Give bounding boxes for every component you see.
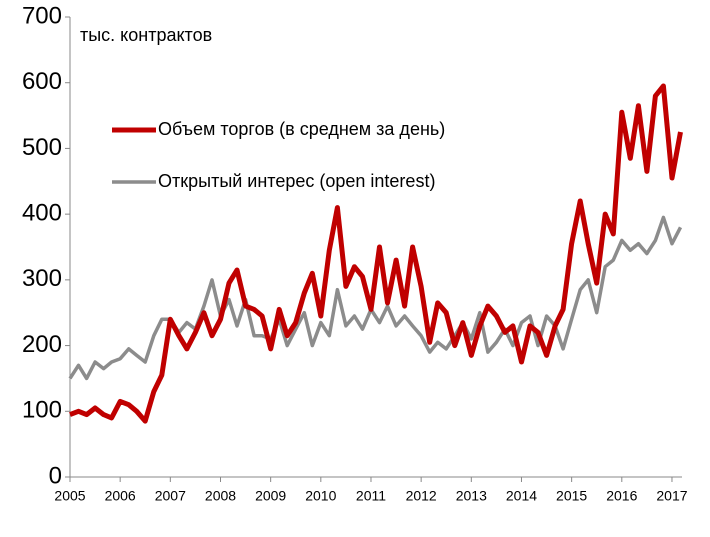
x-tick-label: 2013	[456, 488, 487, 504]
x-tick-label: 2009	[255, 488, 286, 504]
x-tick-label: 2016	[606, 488, 637, 504]
x-tick-label: 2007	[155, 488, 186, 504]
y-tick-label: 0	[49, 462, 62, 489]
x-tick-label: 2012	[406, 488, 437, 504]
y-tick-label: 200	[22, 331, 62, 358]
x-tick-label: 2015	[556, 488, 587, 504]
y-tick-label: 300	[22, 265, 62, 292]
series-line	[69, 83, 683, 424]
y-tick-label: 100	[22, 397, 62, 424]
legend-label: Объем торгов (в среднем за день)	[158, 119, 445, 139]
y-tick-label: 700	[22, 2, 62, 29]
x-tick-label: 2008	[205, 488, 236, 504]
y-tick-label: 600	[22, 68, 62, 95]
x-tick-label: 2017	[656, 488, 687, 504]
x-tick-label: 2014	[506, 488, 537, 504]
y-tick-label: 400	[22, 199, 62, 226]
x-tick-label: 2011	[356, 488, 386, 504]
x-tick-label: 2010	[305, 488, 336, 504]
y-tick-label: 500	[22, 134, 62, 161]
x-tick-label: 2005	[54, 488, 85, 504]
y-axis-label: тыс. контрактов	[80, 25, 212, 45]
x-tick-label: 2006	[105, 488, 136, 504]
legend-label: Открытый интерес (open interest)	[158, 171, 435, 191]
